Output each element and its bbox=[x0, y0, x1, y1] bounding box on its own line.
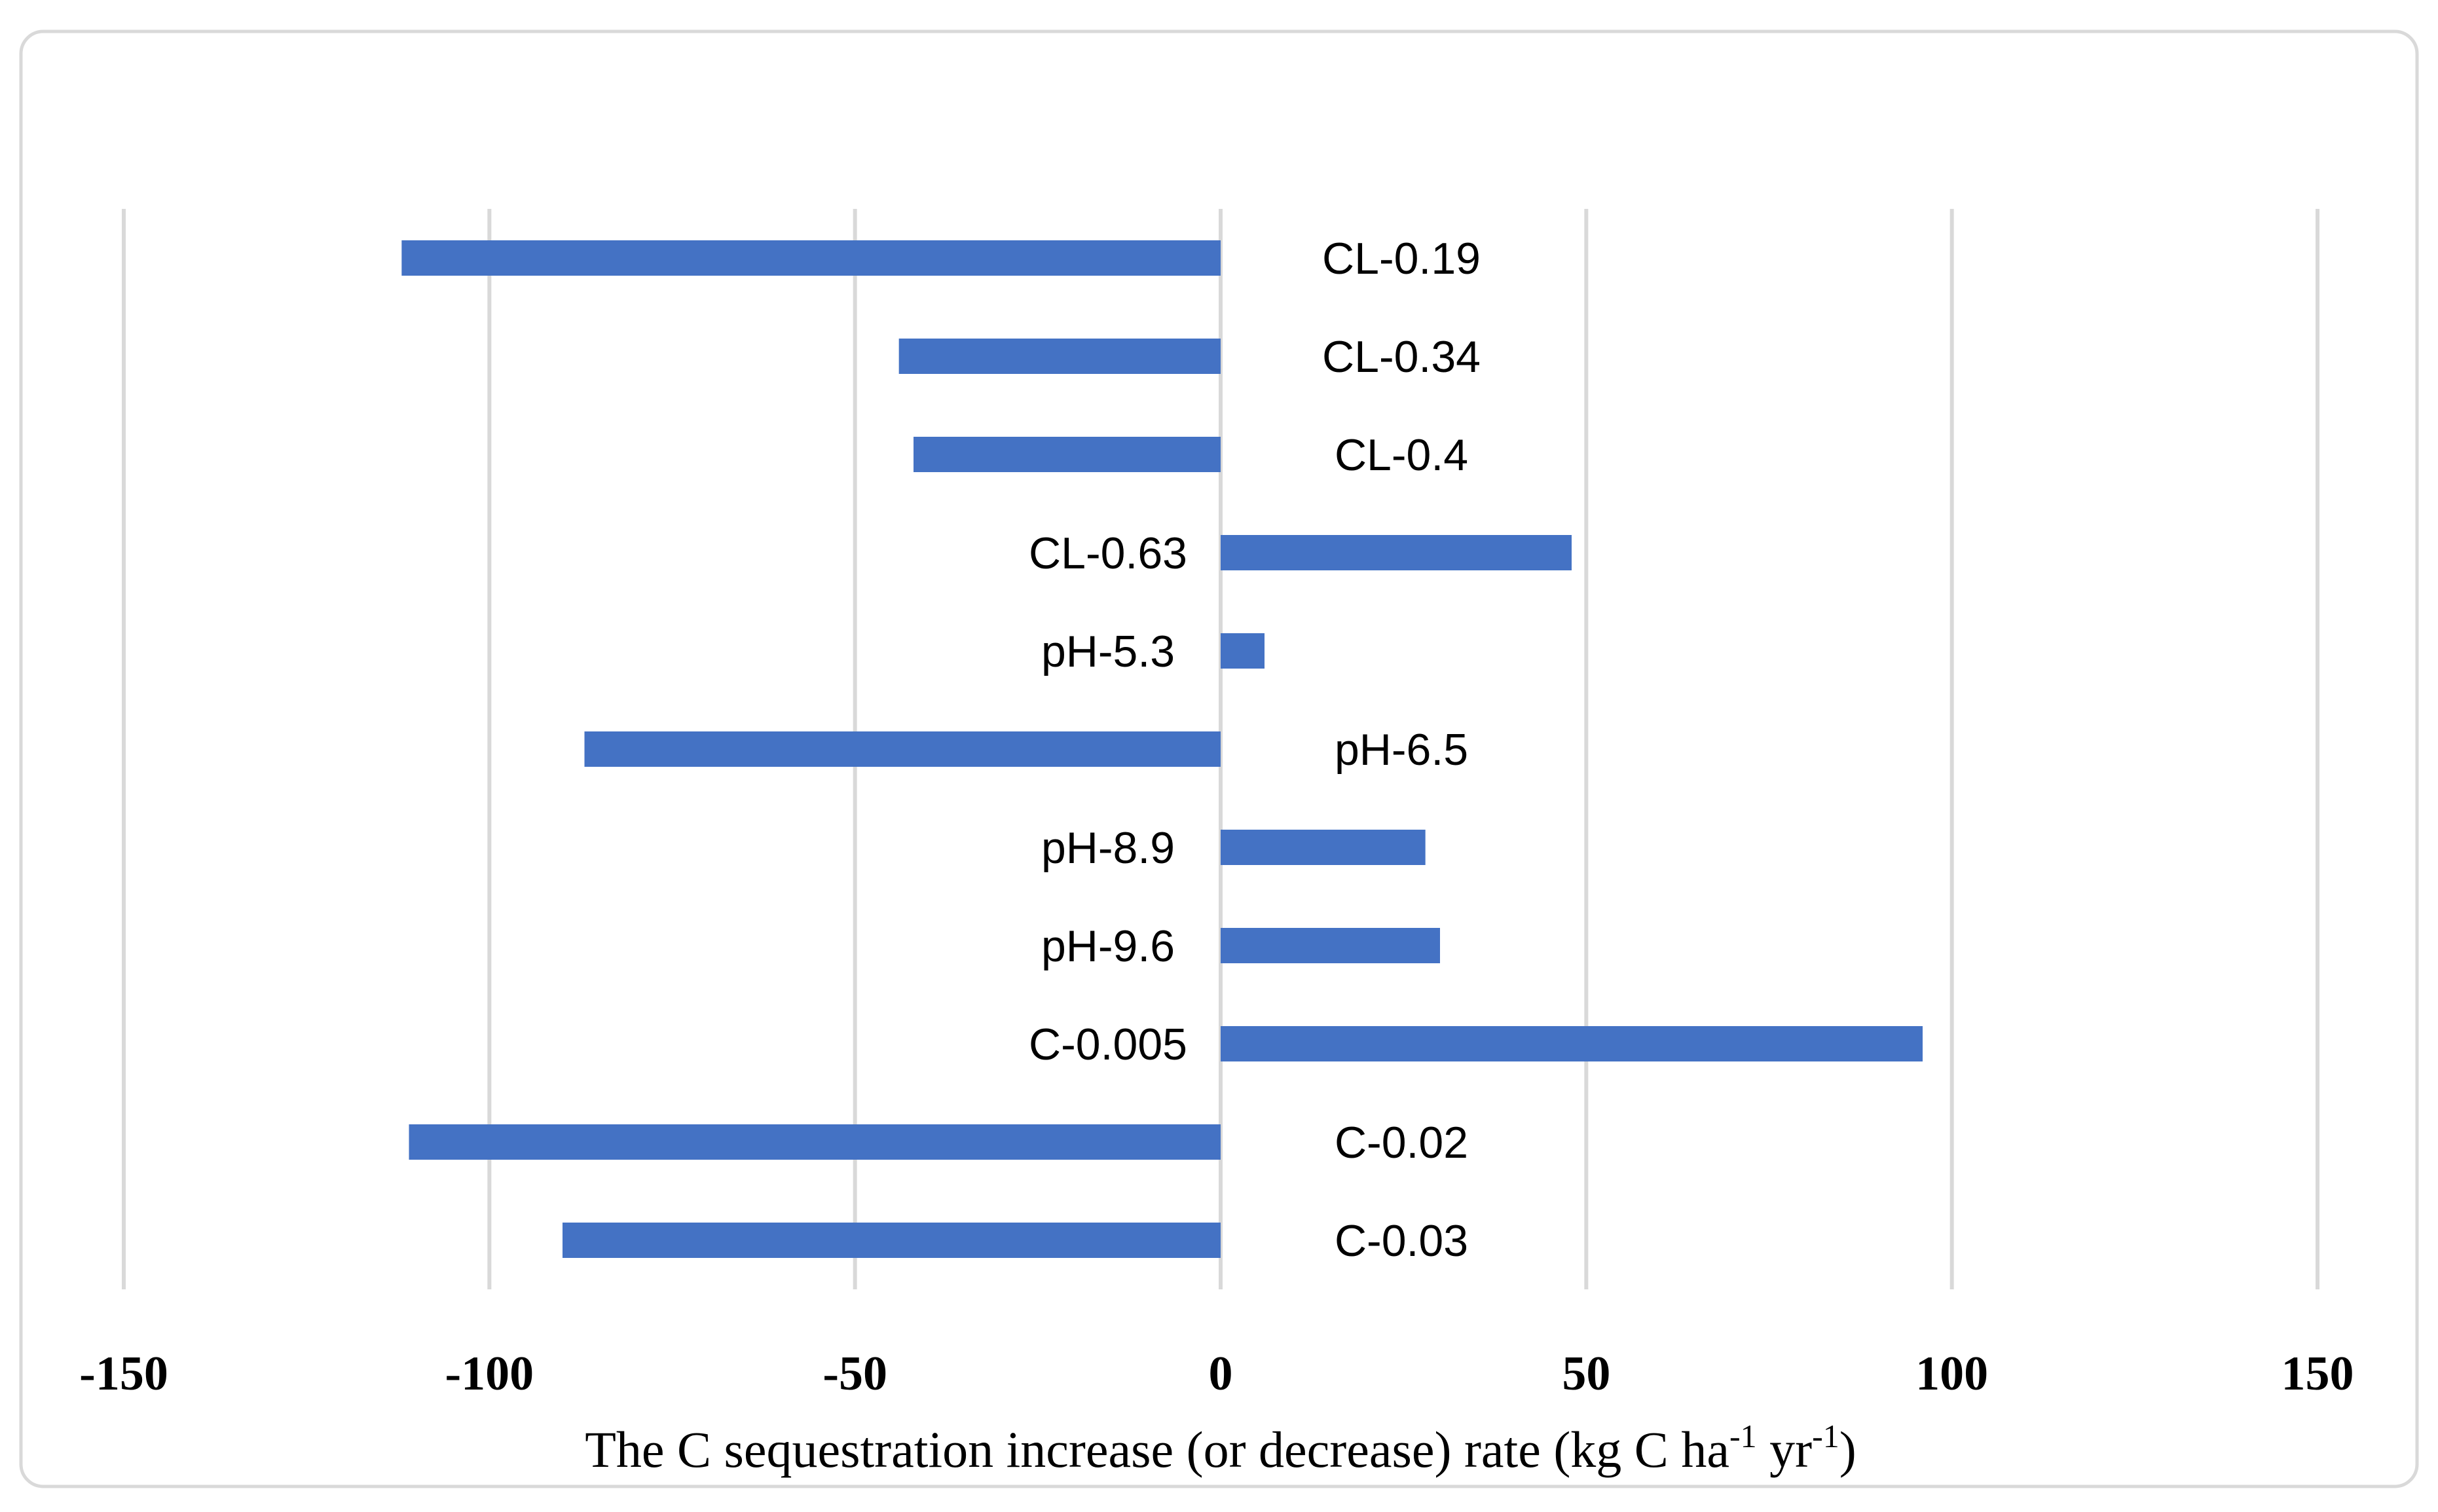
category-label: CL-0.19 bbox=[1322, 234, 1481, 284]
x-tick-label: 50 bbox=[1562, 1347, 1610, 1401]
axis-title-text: ) bbox=[1839, 1421, 1856, 1478]
x-tick-label: -50 bbox=[822, 1347, 887, 1401]
x-tick-label: 150 bbox=[2281, 1347, 2354, 1401]
x-tick-label: -100 bbox=[445, 1347, 534, 1401]
x-tick-label: -150 bbox=[79, 1347, 168, 1401]
category-label: pH-9.6 bbox=[1041, 921, 1175, 971]
category-label: C-0.03 bbox=[1335, 1216, 1468, 1266]
axis-title-text: The C sequestration increase (or decreas… bbox=[585, 1421, 1729, 1478]
x-tick-label: 100 bbox=[1915, 1347, 1988, 1401]
bar bbox=[1221, 633, 1265, 669]
chart-border bbox=[19, 29, 2419, 1488]
bar bbox=[584, 731, 1221, 767]
bar bbox=[914, 437, 1221, 472]
bar bbox=[1221, 830, 1426, 865]
bar bbox=[401, 240, 1221, 276]
category-label: CL-0.4 bbox=[1335, 430, 1468, 480]
bar bbox=[563, 1223, 1221, 1258]
axis-title-superscript: -1 bbox=[1729, 1418, 1757, 1454]
axis-title-superscript: -1 bbox=[1812, 1418, 1839, 1454]
category-label: pH-6.5 bbox=[1335, 725, 1468, 775]
x-tick-label: 0 bbox=[1209, 1347, 1233, 1401]
category-label: C-0.005 bbox=[1029, 1020, 1187, 1069]
x-axis-title: The C sequestration increase (or decreas… bbox=[585, 1418, 1856, 1478]
category-label: CL-0.34 bbox=[1322, 332, 1481, 382]
category-label: C-0.02 bbox=[1335, 1118, 1468, 1168]
category-label: pH-8.9 bbox=[1041, 823, 1175, 873]
category-label: CL-0.63 bbox=[1029, 528, 1187, 578]
axis-title-text: yr bbox=[1757, 1421, 1813, 1478]
bar bbox=[409, 1124, 1221, 1160]
bar bbox=[1221, 535, 1572, 570]
bar bbox=[898, 339, 1221, 374]
bar bbox=[1221, 928, 1440, 963]
bar bbox=[1221, 1026, 1923, 1061]
category-label: pH-5.3 bbox=[1041, 627, 1175, 676]
